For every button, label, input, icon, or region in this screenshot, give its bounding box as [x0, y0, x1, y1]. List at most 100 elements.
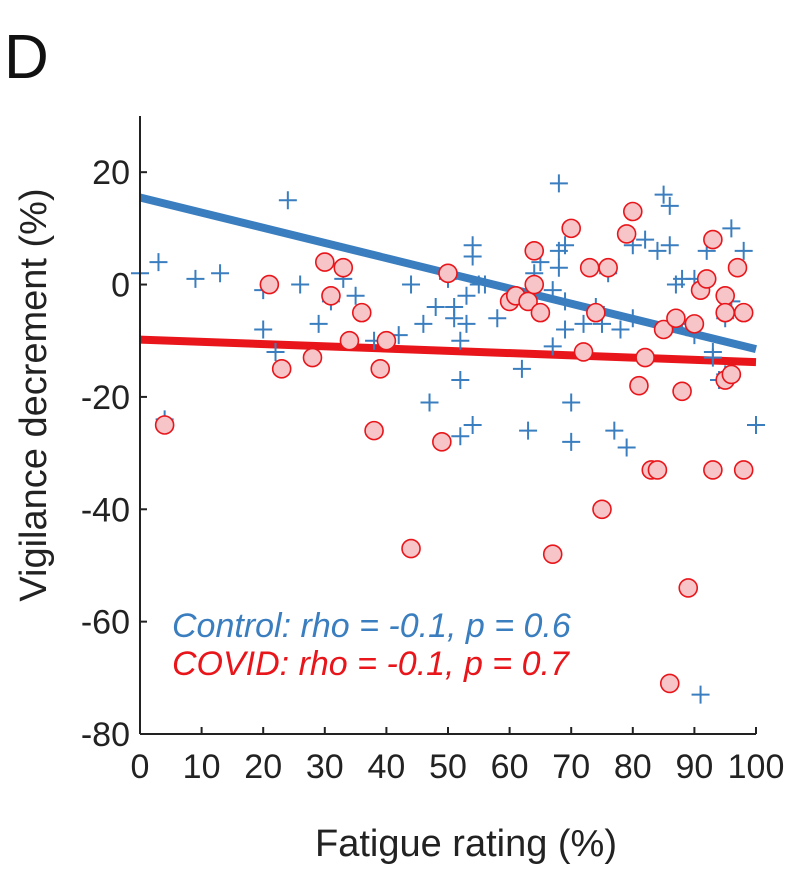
axes: 0 10 20 30 40 50 60 70 80 90 100 20 0 -20 -40 -60 -80: [81, 116, 785, 786]
covid-fit-line: [139, 335, 757, 367]
x-tick-label: 100: [728, 748, 785, 786]
covid-annotation: COVID: rho = -0.1, p = 0.7: [172, 645, 570, 683]
control-point: [451, 427, 470, 446]
control-point: [562, 393, 581, 412]
control-point: [488, 309, 507, 328]
control-point: [211, 264, 230, 283]
covid-point: [302, 347, 323, 368]
control-point: [451, 371, 470, 390]
covid-point: [339, 330, 360, 351]
y-tick-label: 20: [92, 154, 130, 192]
x-axis-title: Fatigue rating (%): [315, 823, 617, 865]
covid-point: [524, 274, 545, 295]
y-tick-label: 0: [111, 267, 130, 305]
control-point: [463, 416, 482, 434]
control-point: [636, 230, 655, 249]
covid-point: [438, 263, 458, 284]
covid-point: [715, 285, 736, 306]
control-point: [556, 236, 575, 255]
control-point: [186, 269, 205, 288]
covid-point: [684, 314, 705, 334]
control-point: [574, 314, 593, 333]
control-point: [549, 174, 568, 193]
covid-point: [154, 415, 175, 435]
covid-point: [518, 291, 538, 312]
control-point: [562, 432, 581, 451]
control-point: [414, 314, 433, 333]
y-tick-label: -40: [81, 491, 130, 529]
covid-point: [401, 538, 421, 559]
covid-point: [733, 302, 754, 323]
covid-point: [622, 201, 643, 222]
x-tick-label: 50: [429, 748, 467, 786]
covid-point: [314, 252, 335, 272]
covid-point: [659, 673, 680, 694]
covid-point: [542, 544, 563, 565]
covid-point: [721, 364, 742, 385]
control-point: [556, 320, 575, 339]
control-point: [420, 393, 439, 412]
covid-point: [561, 218, 582, 239]
covid-point: [370, 359, 391, 379]
covid-point: [573, 342, 594, 362]
control-point: [309, 314, 328, 333]
control-point: [617, 438, 636, 457]
panel-label: D: [4, 23, 49, 92]
covid-point: [653, 319, 674, 340]
control-point: [543, 337, 562, 356]
control-point: [291, 275, 310, 294]
covid-point: [672, 381, 692, 402]
control-point: [660, 236, 679, 255]
control-annotation: Control: rho = -0.1, p = 0.6: [172, 607, 571, 645]
control-point: [747, 416, 765, 434]
covid-point: [616, 224, 637, 244]
covid-point: [696, 269, 717, 289]
y-tick-label: -60: [81, 604, 130, 642]
covid-point: [629, 375, 649, 396]
y-tick-label: -80: [81, 716, 130, 754]
covid-point: [530, 302, 551, 323]
control-point: [605, 421, 624, 440]
control-point: [722, 219, 741, 238]
control-point: [402, 275, 421, 294]
control-point: [457, 286, 476, 305]
control-point: [734, 241, 753, 260]
x-tick-label: 90: [675, 748, 713, 786]
covid-point: [586, 302, 606, 323]
control-point: [149, 253, 168, 272]
covid-point: [703, 460, 723, 480]
covid-point: [647, 460, 668, 480]
covid-point: [333, 257, 354, 278]
covid-point: [579, 257, 600, 278]
control-point: [549, 258, 568, 277]
control-point: [445, 309, 464, 328]
control-point: [611, 320, 630, 339]
control-point: [654, 185, 673, 204]
covid-point: [727, 257, 748, 278]
control-point: [451, 331, 470, 350]
control-point: [556, 292, 575, 311]
control-point: [475, 275, 494, 294]
covid-point: [259, 274, 280, 295]
control-point: [426, 298, 445, 317]
x-tick-label: 10: [183, 748, 221, 786]
covid-point: [666, 308, 686, 329]
x-tick-label: 40: [367, 748, 405, 786]
covid-point: [733, 460, 754, 480]
x-tick-label: 0: [131, 748, 150, 786]
control-point: [543, 281, 562, 300]
control-point: [648, 241, 667, 260]
data-points: [131, 174, 765, 704]
covid-point: [678, 578, 699, 598]
covid-point: [524, 241, 545, 261]
control-point: [346, 286, 365, 305]
covid-point: [376, 330, 397, 351]
y-tick-label: -20: [81, 379, 130, 417]
control-point: [463, 247, 482, 266]
control-point: [623, 309, 642, 328]
control-point: [278, 191, 297, 210]
covid-point: [271, 359, 292, 379]
covid-point: [351, 302, 372, 323]
x-tick-label: 30: [306, 748, 344, 786]
